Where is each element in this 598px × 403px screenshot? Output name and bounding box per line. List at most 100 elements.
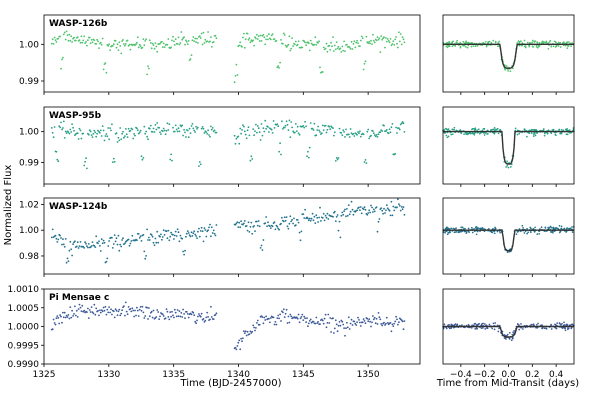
data-point: [324, 47, 327, 50]
data-point: [390, 44, 393, 47]
data-point: [186, 313, 189, 315]
data-point: [212, 229, 215, 232]
data-point: [287, 227, 290, 230]
data-point: [153, 131, 156, 133]
data-point: [119, 243, 122, 246]
data-point: [349, 322, 352, 325]
data-point: [333, 134, 335, 137]
data-point: [359, 206, 362, 208]
data-point: [361, 37, 364, 39]
light-curve-panels: 1.000.99WASP-126b1.000.99WASP-95b1.021.0…: [8, 14, 421, 380]
data-point: [401, 208, 404, 211]
data-point: [141, 305, 144, 308]
data-point: [250, 221, 253, 224]
data-point: [385, 40, 388, 43]
data-point: [305, 321, 307, 324]
phase-data-point: [451, 41, 454, 43]
data-point: [182, 250, 185, 253]
phase-folded-panel: [442, 106, 575, 187]
data-point: [258, 323, 261, 326]
data-point: [254, 130, 256, 133]
data-point: [51, 38, 54, 41]
data-point: [246, 229, 249, 232]
data-point: [129, 308, 132, 310]
phase-data-point: [567, 327, 570, 330]
data-point: [241, 340, 243, 343]
data-point: [333, 332, 335, 334]
data-point: [161, 313, 164, 316]
phase-data-point: [475, 327, 478, 329]
data-point: [263, 316, 266, 319]
data-point: [110, 129, 112, 132]
data-point: [174, 230, 177, 233]
data-point: [377, 38, 380, 41]
x-axis-title-time: Time (BJD-2457000): [179, 378, 281, 389]
data-point: [176, 228, 179, 231]
data-point: [248, 231, 251, 233]
data-point: [152, 127, 155, 130]
transit-model-line: [443, 43, 574, 69]
phase-data-point: [456, 39, 459, 42]
phase-data-point: [454, 323, 457, 325]
data-point: [121, 132, 123, 135]
data-point: [254, 230, 256, 233]
phase-data-point: [559, 230, 562, 233]
data-point: [129, 129, 132, 132]
data-point: [175, 315, 178, 318]
data-point: [100, 43, 103, 46]
data-point: [285, 120, 288, 123]
data-point: [273, 323, 276, 326]
data-point: [359, 130, 361, 133]
data-point: [273, 127, 276, 129]
data-point: [185, 235, 187, 238]
data-point: [189, 132, 192, 135]
data-point: [62, 56, 64, 59]
data-point: [116, 43, 119, 46]
data-point: [148, 127, 151, 130]
y-tick-label: 0.9990: [8, 360, 40, 370]
data-point: [207, 31, 210, 33]
data-point: [190, 231, 193, 234]
data-point: [95, 135, 98, 138]
data-point: [107, 311, 110, 314]
data-point: [265, 127, 267, 130]
data-point: [166, 310, 169, 313]
phase-data-point: [464, 41, 467, 44]
x-tick-label: 1330: [97, 370, 120, 380]
data-point: [148, 67, 150, 70]
data-point: [160, 133, 162, 136]
data-point: [207, 229, 210, 232]
data-point: [372, 33, 374, 36]
data-point: [203, 227, 206, 230]
data-point: [124, 135, 126, 138]
data-point: [174, 124, 177, 127]
data-point: [162, 315, 165, 317]
data-point: [284, 312, 287, 315]
data-point: [172, 126, 174, 129]
phase-data-point: [549, 225, 552, 228]
data-point: [212, 318, 215, 320]
data-point: [159, 315, 161, 318]
phase-data-point: [506, 160, 508, 163]
phase-data-point: [570, 45, 572, 47]
data-point: [269, 225, 271, 228]
phase-data-point: [472, 132, 475, 135]
phase-data-point: [560, 129, 563, 131]
data-point: [391, 43, 394, 45]
data-point: [325, 216, 328, 219]
data-point: [60, 237, 62, 239]
phase-data-point: [557, 41, 560, 44]
data-point: [68, 132, 71, 135]
data-point: [319, 131, 321, 133]
data-point: [308, 49, 311, 52]
data-point: [359, 325, 362, 327]
phase-data-point: [544, 132, 546, 135]
data-point: [176, 130, 179, 133]
y-tick-label: 1.00: [19, 226, 39, 236]
data-point: [62, 238, 64, 241]
data-point: [361, 321, 364, 324]
data-point: [303, 126, 306, 129]
data-point: [362, 208, 365, 211]
data-point: [52, 43, 55, 45]
